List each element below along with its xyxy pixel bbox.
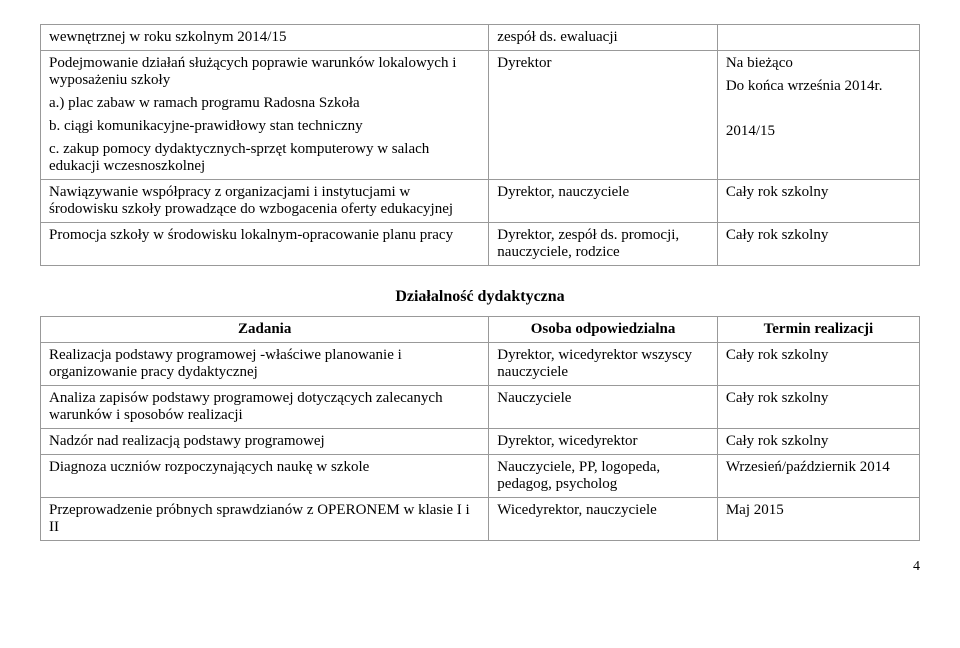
section-heading: Działalność dydaktyczna [40,288,920,306]
person-cell: Nauczyciele, PP, logopeda, pedagog, psyc… [489,455,718,498]
person-cell: Wicedyrektor, nauczyciele [489,498,718,541]
person-cell: Dyrektor, wicedyrektor wszyscy nauczycie… [489,343,718,386]
table-header-row: Zadania Osoba odpowiedzialna Termin real… [41,317,920,343]
task-text: wewnętrznej w roku szkolnym 2014/15 [49,29,480,46]
tasks-table-2: Zadania Osoba odpowiedzialna Termin real… [40,316,920,541]
term-text: Na bieżąco [726,55,911,72]
term-cell [717,25,919,51]
page-number: 4 [40,559,920,575]
col-header-term: Termin realizacji [717,317,919,343]
person-cell: Dyrektor, nauczyciele [489,180,718,223]
term-text: Do końca września 2014r. [726,78,911,95]
task-cell: Realizacja podstawy programowej -właściw… [41,343,489,386]
task-cell: Diagnoza uczniów rozpoczynających naukę … [41,455,489,498]
col-header-task: Zadania [41,317,489,343]
task-cell: Promocja szkoły w środowisku lokalnym-op… [41,223,489,266]
table-row: Nawiązywanie współpracy z organizacjami … [41,180,920,223]
person-cell: zespół ds. ewaluacji [489,25,718,51]
person-cell: Dyrektor, zespół ds. promocji, nauczycie… [489,223,718,266]
table-row: Promocja szkoły w środowisku lokalnym-op… [41,223,920,266]
task-cell: wewnętrznej w roku szkolnym 2014/15 [41,25,489,51]
term-cell: Cały rok szkolny [717,223,919,266]
person-cell: Dyrektor, wicedyrektor [489,429,718,455]
task-text: Nawiązywanie współpracy z organizacjami … [49,184,480,218]
task-cell: Nadzór nad realizacją podstawy programow… [41,429,489,455]
table-row: Diagnoza uczniów rozpoczynających naukę … [41,455,920,498]
term-cell: Na bieżąco Do końca września 2014r. 2014… [717,51,919,180]
task-text: Podejmowanie działań służących poprawie … [49,55,480,89]
task-cell: Przeprowadzenie próbnych sprawdzianów z … [41,498,489,541]
task-text: a.) plac zabaw w ramach programu Radosna… [49,95,480,112]
table-row: Analiza zapisów podstawy programowej dot… [41,386,920,429]
term-cell: Cały rok szkolny [717,180,919,223]
task-text: b. ciągi komunikacyjne-prawidłowy stan t… [49,118,480,135]
table-row: Podejmowanie działań służących poprawie … [41,51,920,180]
table-row: Przeprowadzenie próbnych sprawdzianów z … [41,498,920,541]
col-header-person: Osoba odpowiedzialna [489,317,718,343]
task-text: c. zakup pomocy dydaktycznych-sprzęt kom… [49,141,480,175]
table-row: Realizacja podstawy programowej -właściw… [41,343,920,386]
term-text: 2014/15 [726,123,911,140]
term-cell: Cały rok szkolny [717,386,919,429]
task-cell: Podejmowanie działań służących poprawie … [41,51,489,180]
term-cell: Wrzesień/październik 2014 [717,455,919,498]
term-cell: Cały rok szkolny [717,429,919,455]
person-cell: Dyrektor [489,51,718,180]
tasks-table-1: wewnętrznej w roku szkolnym 2014/15 zesp… [40,24,920,266]
task-cell: Analiza zapisów podstawy programowej dot… [41,386,489,429]
task-cell: Nawiązywanie współpracy z organizacjami … [41,180,489,223]
person-cell: Nauczyciele [489,386,718,429]
task-text: Promocja szkoły w środowisku lokalnym-op… [49,227,480,244]
term-cell: Maj 2015 [717,498,919,541]
table-row: Nadzór nad realizacją podstawy programow… [41,429,920,455]
table-row: wewnętrznej w roku szkolnym 2014/15 zesp… [41,25,920,51]
term-cell: Cały rok szkolny [717,343,919,386]
